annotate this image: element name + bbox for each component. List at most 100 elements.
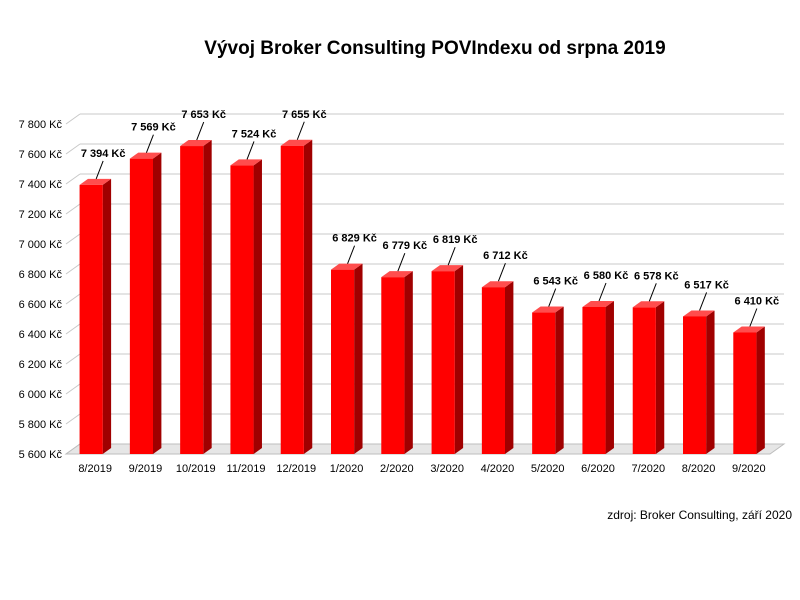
data-label: 7 653 Kč: [181, 109, 226, 121]
y-tick-label: 5 600 Kč: [19, 449, 63, 461]
y-tick-label: 7 600 Kč: [19, 149, 63, 161]
y-tick-label: 5 800 Kč: [19, 419, 63, 431]
bar-top: [632, 301, 665, 308]
x-tick-label: 11/2019: [227, 463, 266, 475]
bar-side: [756, 326, 765, 454]
x-tick-label: 2/2020: [380, 463, 414, 475]
bar-side: [706, 310, 715, 454]
label-leader: [548, 288, 557, 307]
bar-top: [230, 159, 262, 166]
data-label: 6 829 Kč: [332, 233, 377, 245]
bar: [532, 312, 556, 454]
label-leader: [397, 252, 406, 272]
x-tick-label: 9/2020: [732, 463, 766, 475]
bar-side: [454, 265, 464, 454]
data-label: 6 517 Kč: [684, 279, 729, 291]
bar-side: [504, 281, 514, 454]
y-tick-label: 7 200 Kč: [19, 209, 63, 221]
bar-top: [331, 263, 363, 270]
bar-top: [733, 326, 765, 333]
gridline-side: [65, 113, 81, 125]
data-label: 6 779 Kč: [383, 240, 428, 252]
bar-side: [605, 301, 614, 454]
x-tick-label: 6/2020: [581, 463, 615, 475]
gridline-side: [65, 353, 81, 365]
y-tick-label: 6 200 Kč: [19, 359, 63, 371]
bar: [180, 146, 204, 455]
bar-side: [253, 159, 262, 454]
x-tick-label: 9/2019: [129, 463, 163, 475]
bar-side: [203, 140, 212, 455]
gridline-side: [65, 413, 81, 425]
data-label: 7 394 Kč: [81, 148, 126, 160]
data-label: 7 655 Kč: [282, 109, 327, 121]
label-leader: [598, 282, 607, 302]
x-tick-label: 5/2020: [531, 463, 565, 475]
data-label: 6 410 Kč: [735, 296, 780, 308]
data-label: 7 524 Kč: [232, 128, 277, 140]
bar: [582, 307, 606, 454]
x-tick-label: 4/2020: [481, 463, 515, 475]
bar-side: [354, 263, 363, 454]
label-leader: [648, 283, 657, 302]
label-leader: [296, 121, 305, 140]
y-tick-label: 7 400 Kč: [19, 179, 63, 191]
label-leader: [749, 308, 758, 327]
bar-side: [555, 306, 564, 454]
x-tick-label: 7/2020: [631, 463, 665, 475]
bar: [79, 184, 103, 454]
bar-side: [152, 152, 162, 454]
bar: [129, 158, 153, 454]
bar-side: [404, 271, 413, 454]
bar-top: [180, 140, 212, 147]
label-leader: [145, 134, 154, 153]
source-note: zdroj: Broker Consulting, září 2020: [607, 508, 792, 522]
label-leader: [497, 263, 506, 282]
gridline-side: [65, 173, 81, 185]
bar: [733, 332, 757, 454]
bar-side: [303, 139, 313, 454]
data-label: 6 578 Kč: [634, 270, 679, 282]
x-tick-label: 1/2020: [330, 463, 364, 475]
bar: [683, 316, 707, 454]
bar-side: [655, 301, 665, 454]
gridline-side: [65, 383, 81, 395]
y-tick-label: 7 000 Kč: [19, 239, 63, 251]
x-tick-label: 3/2020: [430, 463, 464, 475]
label-leader: [95, 160, 104, 180]
chart-title: Vývoj Broker Consulting POVIndexu od srp…: [204, 38, 666, 59]
label-leader: [246, 141, 255, 160]
bar: [381, 277, 405, 454]
bar: [431, 271, 455, 454]
bar: [632, 307, 656, 454]
x-tick-label: 12/2019: [276, 463, 316, 475]
bar-top: [431, 265, 464, 272]
x-tick-label: 8/2019: [78, 463, 112, 475]
bar-top: [129, 152, 162, 159]
gridline-side: [65, 143, 81, 155]
x-tick-label: 10/2019: [176, 463, 216, 475]
data-label: 6 580 Kč: [584, 270, 629, 282]
bar-top: [79, 178, 112, 185]
gridline-side: [65, 203, 81, 215]
y-tick-label: 6 800 Kč: [19, 269, 63, 281]
label-leader: [447, 246, 456, 266]
label-leader: [347, 245, 356, 264]
y-tick-label: 6 000 Kč: [19, 389, 63, 401]
bar: [230, 165, 254, 454]
bar: [331, 269, 355, 454]
data-label: 6 712 Kč: [483, 250, 528, 262]
data-label: 7 569 Kč: [131, 122, 176, 134]
bar-side: [102, 178, 112, 454]
bar-top: [532, 306, 564, 313]
label-leader: [699, 292, 708, 311]
y-tick-label: 7 800 Kč: [19, 119, 63, 131]
bar: [481, 287, 505, 454]
gridline-side: [65, 233, 81, 245]
data-label: 6 543 Kč: [533, 276, 578, 288]
gridline-side: [65, 263, 81, 275]
bar-top: [481, 281, 514, 288]
chart-floor: [64, 443, 786, 455]
y-tick-label: 6 600 Kč: [19, 299, 63, 311]
